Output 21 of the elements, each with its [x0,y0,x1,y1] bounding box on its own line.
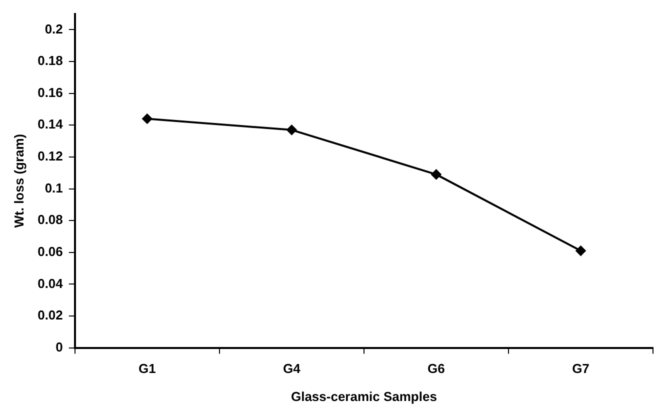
x-tick-label: G7 [572,361,590,376]
y-tick-label: 0.1 [44,180,63,196]
y-axis-title: Wt. loss (gram) [11,134,26,228]
y-tick-label: 0 [56,339,63,354]
y-tick-label: 0.04 [38,276,64,291]
point [286,124,297,135]
y-tick-label: 0.12 [38,148,63,164]
point [431,169,442,180]
y-tick-label: 0.14 [38,116,64,132]
x-axis-title: Glass-ceramic Samples [290,388,437,404]
x-tick-label: G1 [138,361,156,376]
y-tick-label: 0.18 [38,53,63,68]
y-tick-label: 0.08 [38,212,63,228]
y-tick-label: 0.2 [44,21,63,36]
y-tick-label: 0.16 [38,84,63,100]
point [576,246,586,256]
point [142,114,152,124]
x-tick-label: G4 [283,361,302,376]
y-tick-label: 0.06 [38,244,63,259]
x-tick-label: G6 [428,361,445,376]
y-tick-label: 0.02 [38,308,63,323]
